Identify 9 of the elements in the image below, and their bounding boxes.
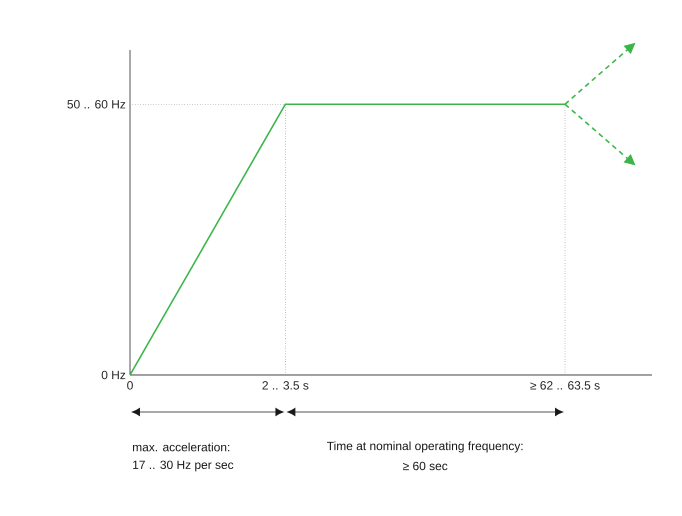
text: Time at nominal operating frequency: [327, 441, 523, 453]
text: ≥ 60 sec [403, 462, 448, 470]
ref-line-label: 0 Hz [102, 370, 126, 380]
x-tick-label: 0 [127, 381, 133, 390]
x-tick-label: 2 .. 3.5 s [262, 381, 308, 390]
x-tick-label: ≥ 62 .. 63.5 s [530, 381, 600, 390]
text: max. acceleration: [133, 442, 230, 452]
ref-line-label: 50 .. 60 Hz [67, 100, 126, 108]
text: 17 .. 30 Hz per sec [133, 460, 234, 472]
